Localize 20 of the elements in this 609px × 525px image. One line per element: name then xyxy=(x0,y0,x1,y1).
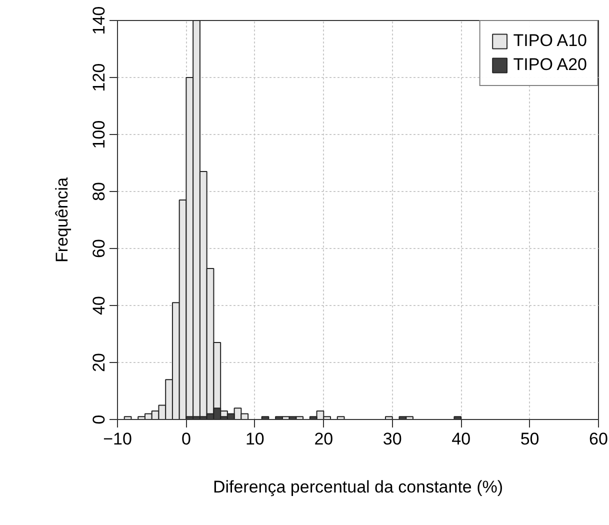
y-tick-label: 40 xyxy=(90,296,108,315)
y-tick-label: 120 xyxy=(90,63,108,92)
x-tick-label: 50 xyxy=(520,430,540,448)
x-tick-label: 10 xyxy=(245,430,264,448)
x-tick-label: 30 xyxy=(382,430,402,448)
x-tick-label: 20 xyxy=(314,430,334,448)
y-tick-label: 0 xyxy=(90,414,108,424)
legend-label: TIPO A10 xyxy=(513,31,587,51)
x-axis-title: Diferença percentual da constante (%) xyxy=(212,478,504,496)
y-tick-label: 60 xyxy=(90,239,108,258)
x-tick-label: −10 xyxy=(103,430,132,448)
y-tick-label: 80 xyxy=(90,182,108,201)
legend-label: TIPO A20 xyxy=(513,55,587,75)
y-axis-title: Frequência xyxy=(52,176,72,263)
x-tick-label: 60 xyxy=(589,430,608,448)
x-tick-label: 0 xyxy=(181,430,191,448)
y-tick-label: 100 xyxy=(90,120,108,149)
y-tick-label: 140 xyxy=(90,6,108,35)
y-tick-label: 20 xyxy=(90,353,108,372)
x-tick-label: 40 xyxy=(452,430,471,448)
